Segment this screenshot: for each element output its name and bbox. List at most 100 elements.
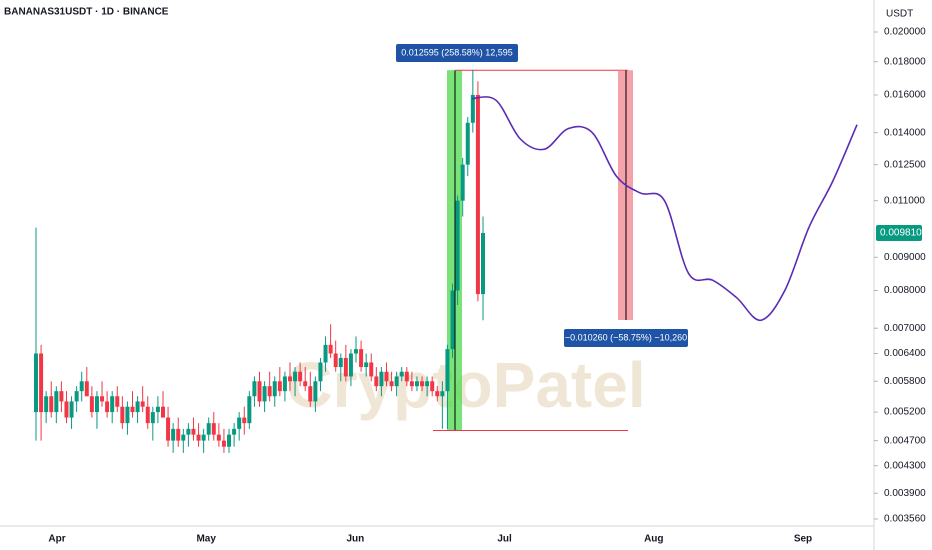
y-tick-label: 0.012500 (884, 159, 926, 170)
candle-body (445, 349, 450, 392)
candle-body (160, 406, 165, 418)
y-unit: USDT (886, 9, 913, 20)
candle-body (201, 434, 206, 441)
candle-body (379, 371, 384, 387)
candle-body (181, 434, 186, 441)
candle-body (293, 371, 298, 382)
measure-up-label-box (396, 44, 518, 62)
x-tick-label: May (196, 534, 216, 545)
candle-body (409, 381, 414, 387)
candle-body (303, 381, 308, 387)
y-tick-label: 0.006400 (884, 348, 926, 359)
candle-body (140, 401, 145, 407)
candle-body (89, 396, 94, 413)
x-tick-label: Aug (644, 534, 663, 545)
candle-body (100, 396, 105, 402)
y-tick-label: 0.020000 (884, 27, 926, 38)
candle-body (242, 417, 247, 424)
y-tick-label: 0.004700 (884, 435, 926, 446)
candle-body (257, 381, 262, 402)
candle-body (287, 376, 292, 382)
candle-body (343, 357, 348, 377)
y-tick-label: 0.009000 (884, 252, 926, 263)
candle-body (399, 371, 404, 377)
candle-body (354, 349, 359, 354)
candle-body (364, 362, 369, 368)
candle-body (470, 94, 475, 123)
candle-body (211, 423, 216, 435)
candle-body (150, 412, 155, 424)
candle-body (64, 401, 69, 418)
y-tick-label: 0.005800 (884, 376, 926, 387)
candle-body (232, 428, 237, 435)
candle-body (59, 391, 64, 402)
candle-body (247, 396, 252, 424)
candle-body (465, 122, 470, 165)
y-tick-label: 0.016000 (884, 90, 926, 101)
candle-body (130, 406, 135, 413)
candle-body (84, 381, 89, 397)
candle-body (414, 381, 419, 387)
candle-body (450, 290, 455, 350)
y-tick-label: 0.004300 (884, 460, 926, 471)
candle-body (348, 353, 353, 377)
candle-body (455, 200, 460, 291)
candle-body (318, 362, 323, 382)
candle-body (440, 391, 445, 397)
candle-body (267, 386, 272, 397)
candle-body (252, 381, 257, 397)
candle-body (186, 428, 191, 435)
last-price-label: 0.009810 (880, 228, 922, 239)
candle-body (384, 371, 389, 382)
candle-body (475, 94, 480, 295)
candle-body (404, 371, 409, 382)
candle-body (94, 396, 99, 413)
x-tick-label: Jun (347, 534, 365, 545)
candle-body (359, 349, 364, 368)
candle-body (227, 434, 232, 447)
candle-body (196, 434, 201, 441)
candle-body (221, 440, 226, 447)
y-tick-label: 0.018000 (884, 56, 926, 67)
candle-body (44, 396, 49, 413)
candle-body (420, 381, 425, 387)
candle-body (272, 381, 277, 397)
candle-body (430, 381, 435, 392)
measure-down-label-box (564, 329, 688, 347)
y-tick-label: 0.007000 (884, 323, 926, 334)
y-tick-label: 0.005200 (884, 407, 926, 418)
candle-body (282, 376, 287, 392)
measure-down-label: −0.010260 (−58.75%) −10,260 (565, 332, 687, 342)
candle-body (394, 376, 399, 387)
candle-body (54, 391, 59, 413)
candle-body (323, 344, 328, 363)
candle-body (369, 362, 374, 377)
candle-body (481, 232, 485, 295)
candle-body (166, 417, 171, 441)
candle-body (338, 357, 343, 368)
candle-body (155, 406, 160, 413)
y-tick-label: 0.003560 (884, 514, 926, 525)
x-tick-label: Apr (48, 534, 65, 545)
candle-body (389, 381, 394, 387)
candle-body (277, 381, 282, 392)
candle-body (115, 396, 120, 407)
candle-body (176, 428, 181, 441)
candle-body (191, 428, 196, 435)
candle-body (145, 406, 150, 424)
candle-body (435, 391, 440, 397)
candle-body (79, 381, 84, 392)
candle-body (171, 428, 176, 441)
candle-body (328, 344, 333, 354)
x-tick-label: Jul (497, 534, 512, 545)
y-tick-label: 0.003900 (884, 488, 926, 499)
candle-body (374, 376, 379, 387)
candle-body (69, 401, 74, 418)
projection-line (471, 96, 858, 322)
candle-body (216, 434, 221, 441)
candle-body (313, 381, 318, 402)
candle-body (110, 396, 115, 413)
candle-body (298, 371, 303, 382)
